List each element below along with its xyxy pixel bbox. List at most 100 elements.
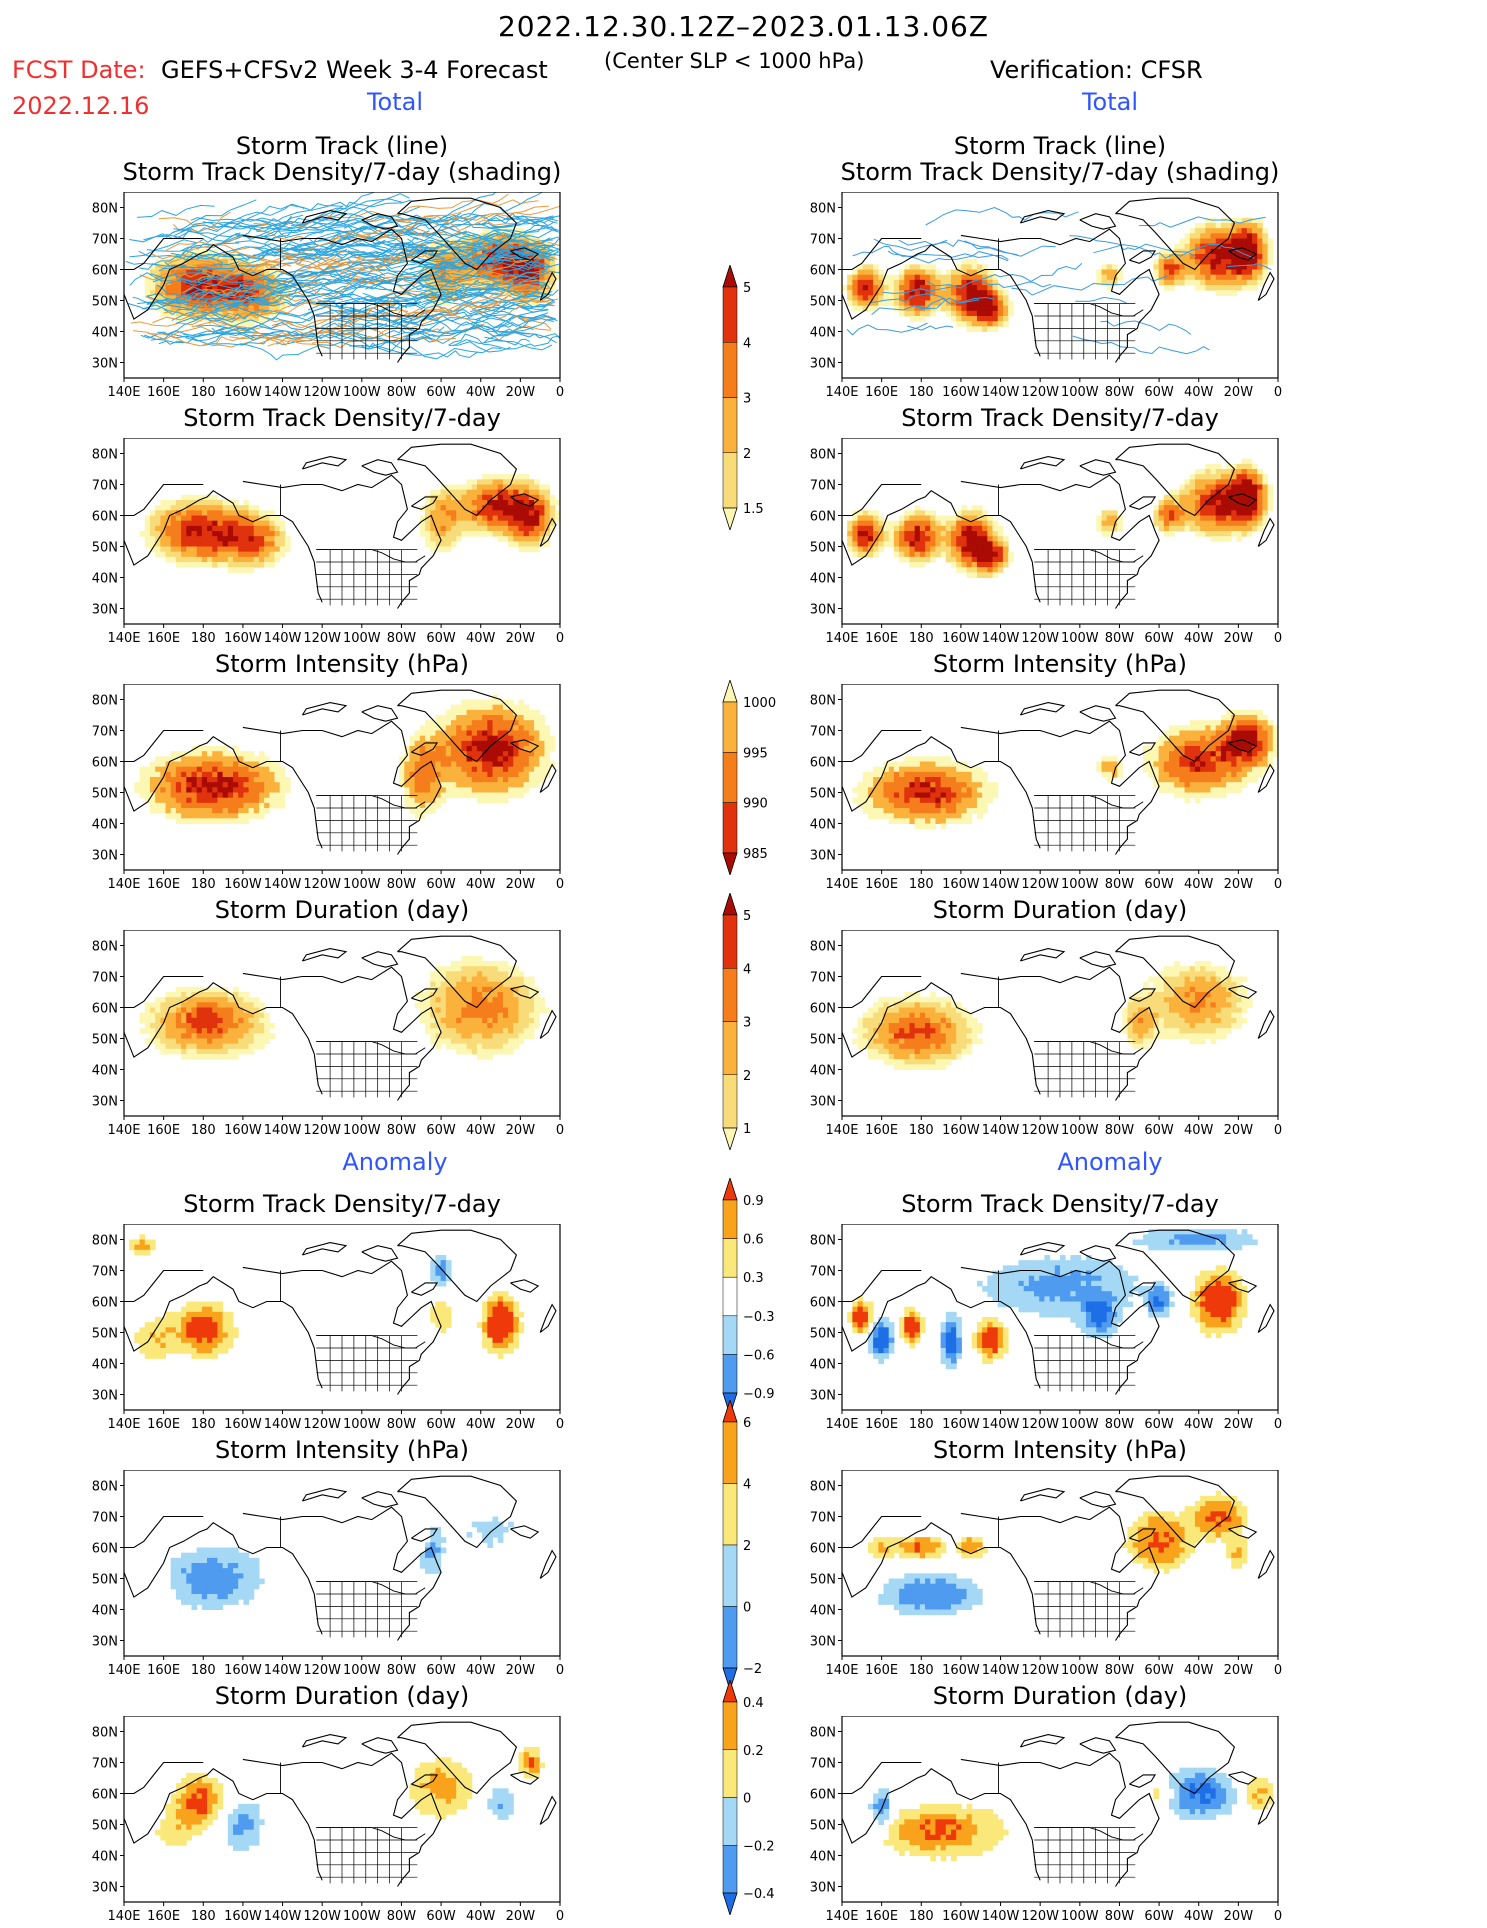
lat-tick-label: 70N — [810, 725, 836, 740]
lat-tick-label: 30N — [92, 603, 118, 618]
lon-tick-label: 60W — [426, 385, 456, 400]
lat-tick-label: 40N — [92, 326, 118, 341]
lat-tick-label: 40N — [810, 1850, 836, 1865]
lat-tick-label: 70N — [92, 1265, 118, 1280]
lon-tick-label: 180 — [191, 1417, 216, 1432]
colorbar-label: 0.6 — [743, 1233, 764, 1248]
lon-tick-label: 0 — [1274, 1663, 1282, 1678]
lat-tick-label: 60N — [810, 1296, 836, 1311]
lat-tick-label: 80N — [92, 1726, 118, 1741]
lon-tick-label: 40W — [1184, 1123, 1214, 1138]
panel-title: Storm Duration (day) — [780, 896, 1340, 924]
lon-tick-label: 180 — [909, 1123, 934, 1138]
lon-tick-label: 160E — [865, 385, 898, 400]
panel-title: Storm Track Density/7-day (shading) — [780, 158, 1340, 186]
section-total-left: Total — [245, 88, 545, 116]
lat-tick-label: 60N — [92, 756, 118, 771]
lon-tick-label: 60W — [426, 877, 456, 892]
lat-tick-label: 40N — [92, 1064, 118, 1079]
lon-tick-label: 60W — [426, 1663, 456, 1678]
lon-tick-label: 0 — [556, 1417, 564, 1432]
lon-tick-label: 60W — [1144, 1663, 1174, 1678]
lon-tick-label: 20W — [506, 631, 536, 646]
lon-tick-label: 160E — [865, 631, 898, 646]
lon-tick-label: 120W — [303, 1417, 341, 1432]
lat-tick-label: 50N — [810, 787, 836, 802]
lon-tick-label: 80W — [1105, 1417, 1135, 1432]
colorbar-label: 6 — [743, 1416, 751, 1431]
lon-tick-label: 20W — [1224, 1909, 1254, 1924]
lon-tick-label: 120W — [303, 385, 341, 400]
lon-tick-label: 180 — [191, 631, 216, 646]
lat-tick-label: 50N — [810, 1573, 836, 1588]
lon-tick-label: 120W — [1021, 1663, 1059, 1678]
lon-tick-label: 140E — [825, 1417, 858, 1432]
section-anomaly-right: Anomaly — [960, 1148, 1260, 1176]
lat-tick-label: 50N — [810, 1033, 836, 1048]
colorbar-label: 4 — [743, 962, 751, 977]
verification-label: Verification: CFSR — [990, 56, 1203, 84]
lon-tick-label: 0 — [556, 877, 564, 892]
lon-tick-label: 140E — [825, 1663, 858, 1678]
lon-tick-label: 40W — [1184, 385, 1214, 400]
lon-tick-label: 80W — [1105, 1663, 1135, 1678]
lon-tick-label: 40W — [466, 1663, 496, 1678]
lat-tick-label: 70N — [92, 971, 118, 986]
lat-tick-label: 50N — [810, 541, 836, 556]
lat-tick-label: 70N — [92, 725, 118, 740]
lat-tick-label: 40N — [810, 1604, 836, 1619]
lon-tick-label: 160W — [942, 1123, 980, 1138]
lon-tick-label: 40W — [1184, 631, 1214, 646]
lat-tick-label: 80N — [92, 1480, 118, 1495]
lon-tick-label: 100W — [343, 1417, 381, 1432]
lon-tick-label: 20W — [1224, 1663, 1254, 1678]
lon-tick-label: 60W — [426, 1909, 456, 1924]
lon-tick-label: 140W — [982, 631, 1020, 646]
lon-tick-label: 20W — [1224, 1417, 1254, 1432]
lon-tick-label: 140W — [264, 1909, 302, 1924]
lat-tick-label: 60N — [92, 1788, 118, 1803]
panel-title: Storm Track (line) — [780, 132, 1340, 160]
lon-tick-label: 140E — [825, 631, 858, 646]
lon-tick-label: 160E — [865, 1909, 898, 1924]
lat-tick-label: 50N — [92, 1819, 118, 1834]
lat-tick-label: 60N — [92, 510, 118, 525]
lon-tick-label: 0 — [1274, 1417, 1282, 1432]
lon-tick-label: 60W — [1144, 631, 1174, 646]
lon-tick-label: 0 — [1274, 631, 1282, 646]
colorbar-label: 4 — [743, 1478, 751, 1493]
lon-tick-label: 120W — [1021, 1123, 1059, 1138]
lon-tick-label: 20W — [506, 1123, 536, 1138]
lon-tick-label: 100W — [343, 631, 381, 646]
lon-tick-label: 100W — [1061, 1417, 1099, 1432]
lon-tick-label: 40W — [1184, 1417, 1214, 1432]
lon-tick-label: 140W — [982, 877, 1020, 892]
panel-title: Storm Track Density/7-day — [780, 1190, 1340, 1218]
lon-tick-label: 60W — [426, 1417, 456, 1432]
panel-title: Storm Intensity (hPa) — [62, 650, 622, 678]
lat-tick-label: 50N — [92, 541, 118, 556]
lon-tick-label: 100W — [1061, 1909, 1099, 1924]
lat-tick-label: 80N — [810, 202, 836, 217]
lon-tick-label: 20W — [506, 877, 536, 892]
lat-tick-label: 30N — [92, 357, 118, 372]
lon-tick-label: 20W — [1224, 385, 1254, 400]
lon-tick-label: 40W — [1184, 1663, 1214, 1678]
lat-tick-label: 60N — [810, 1788, 836, 1803]
lon-tick-label: 160W — [942, 1417, 980, 1432]
lon-tick-label: 80W — [387, 385, 417, 400]
lon-tick-label: 180 — [191, 385, 216, 400]
lon-tick-label: 140W — [264, 631, 302, 646]
colorbar-label: 4 — [743, 336, 751, 351]
lon-tick-label: 160E — [147, 1663, 180, 1678]
lat-tick-label: 80N — [810, 940, 836, 955]
lon-tick-label: 180 — [909, 1909, 934, 1924]
lon-tick-label: 180 — [909, 385, 934, 400]
lon-tick-label: 60W — [426, 631, 456, 646]
lat-tick-label: 60N — [810, 1542, 836, 1557]
lon-tick-label: 140W — [264, 385, 302, 400]
lon-tick-label: 40W — [466, 631, 496, 646]
lon-tick-label: 80W — [387, 1909, 417, 1924]
